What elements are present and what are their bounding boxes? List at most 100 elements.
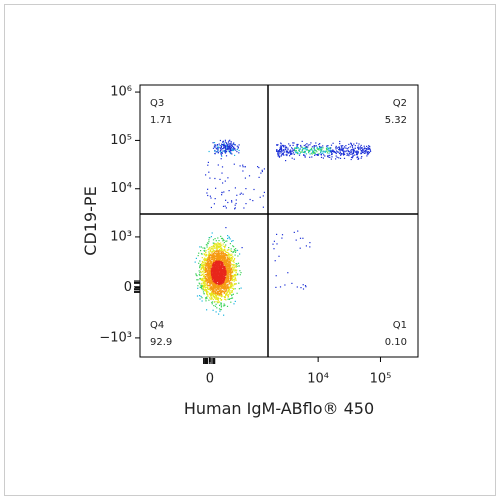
event-dot [207, 248, 209, 251]
event-dot [209, 295, 212, 297]
event-dot [308, 150, 310, 152]
event-dot [273, 248, 275, 250]
event-dot [213, 273, 215, 275]
event-dot [326, 149, 328, 151]
event-dot [227, 275, 229, 277]
event-dot [234, 207, 236, 209]
event-dot [229, 148, 231, 150]
event-dot [226, 279, 228, 281]
event-dot [335, 145, 337, 147]
event-dot [352, 148, 354, 150]
event-dot [219, 147, 221, 149]
event-dot [354, 147, 356, 149]
event-dot [200, 267, 202, 269]
event-dot [225, 287, 227, 289]
event-dot [204, 257, 206, 259]
event-dot [263, 168, 265, 170]
event-dot [318, 153, 320, 155]
events [194, 139, 372, 316]
event-dot [235, 271, 237, 273]
event-dot [226, 251, 228, 254]
event-dot [235, 266, 237, 268]
event-dot [203, 260, 205, 262]
event-dot [232, 148, 234, 150]
event-dot [279, 147, 281, 149]
event-dot [364, 147, 366, 149]
event-dot [221, 247, 223, 249]
event-dot [297, 230, 299, 232]
event-dot [208, 284, 210, 287]
event-dot [225, 262, 227, 264]
event-dot [218, 240, 220, 242]
event-dot [205, 298, 207, 300]
event-dot [218, 301, 220, 303]
event-dot [202, 270, 204, 272]
event-dot [225, 271, 227, 273]
event-dot [221, 292, 223, 294]
event-dot [212, 250, 215, 252]
event-dot [224, 262, 226, 264]
event-dot [218, 295, 220, 297]
event-dot [223, 284, 225, 286]
event-dot [327, 156, 329, 158]
event-dot [302, 148, 304, 151]
event-dot [219, 279, 221, 281]
event-dot [218, 258, 220, 260]
event-dot [322, 145, 324, 147]
event-dot [222, 240, 224, 242]
event-dot [347, 150, 349, 153]
event-dot [210, 254, 212, 256]
event-dot [212, 256, 215, 258]
event-dot [217, 293, 219, 295]
event-dot [203, 253, 205, 255]
event-dot [291, 148, 294, 150]
event-dot [345, 145, 347, 147]
event-dot [280, 155, 282, 157]
event-dot [342, 150, 344, 152]
event-dot [217, 271, 219, 273]
event-dot [214, 294, 216, 296]
event-dot [313, 145, 315, 147]
event-dot [224, 268, 226, 271]
event-dot [230, 283, 232, 285]
event-dot [235, 269, 237, 271]
event-dot [216, 259, 218, 261]
event-dot [207, 258, 209, 260]
event-dot [306, 148, 308, 150]
plot-box [139, 84, 419, 358]
event-dot [211, 280, 213, 282]
event-dot [292, 142, 294, 144]
event-dot [215, 240, 217, 242]
event-dot [292, 144, 294, 146]
event-dot [360, 153, 362, 155]
event-dot [211, 290, 213, 292]
event-dot [214, 279, 216, 282]
event-dot [204, 271, 206, 273]
event-dot [227, 295, 229, 298]
event-dot [222, 286, 225, 288]
event-dot [208, 239, 210, 241]
event-dot [205, 250, 207, 252]
event-dot [220, 267, 222, 269]
event-dot [311, 156, 313, 158]
event-dot [317, 154, 319, 156]
event-dot [223, 241, 225, 244]
event-dot [206, 275, 208, 277]
event-dot [196, 279, 198, 281]
event-dot [212, 278, 214, 280]
event-dot [223, 276, 225, 278]
event-dot [365, 151, 367, 153]
event-dot [206, 286, 209, 288]
event-dot [224, 259, 226, 261]
event-dot [219, 178, 221, 180]
event-dot [231, 297, 234, 299]
event-dot [293, 150, 295, 152]
event-dot [234, 254, 236, 256]
event-dot [341, 146, 343, 148]
event-dot [233, 275, 235, 277]
event-dot [339, 148, 341, 150]
event-dot [324, 155, 326, 157]
event-dot [339, 140, 341, 143]
event-dot [339, 143, 341, 145]
event-dot [347, 154, 349, 156]
